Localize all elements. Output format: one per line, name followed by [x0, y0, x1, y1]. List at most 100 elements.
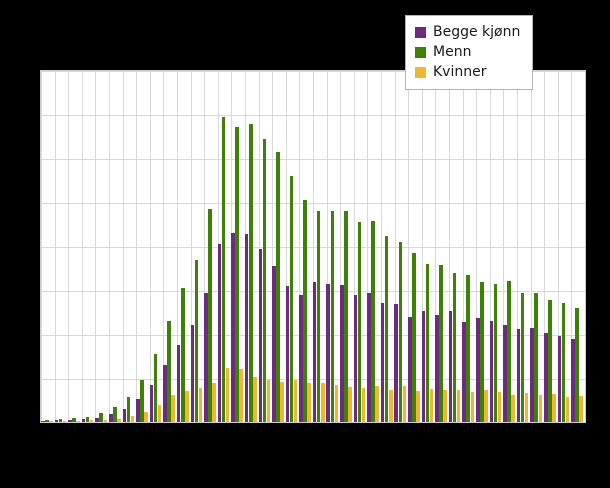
bar-both[interactable] [163, 364, 167, 422]
bar-both[interactable] [462, 321, 466, 422]
bar-women[interactable] [280, 381, 284, 422]
bar-both[interactable] [299, 294, 303, 422]
bar-men[interactable] [344, 211, 348, 422]
bar-women[interactable] [579, 395, 583, 422]
bar-both[interactable] [217, 244, 222, 422]
bar-women[interactable] [239, 369, 243, 422]
bar-men[interactable] [316, 211, 321, 422]
bar-men[interactable] [357, 222, 362, 422]
bar-both[interactable] [326, 283, 330, 422]
bar-men[interactable] [507, 280, 511, 422]
bar-men[interactable] [113, 407, 117, 422]
bar-women[interactable] [212, 383, 216, 422]
bar-women[interactable] [253, 377, 257, 422]
bar-both[interactable] [108, 414, 113, 422]
bar-men[interactable] [276, 152, 280, 422]
bar-women[interactable] [565, 396, 570, 422]
bar-both[interactable] [176, 345, 181, 422]
bar-women[interactable] [225, 368, 230, 422]
bar-men[interactable] [371, 221, 375, 422]
bar-men[interactable] [126, 396, 131, 422]
bar-both[interactable] [516, 329, 521, 422]
bar-men[interactable] [99, 413, 103, 422]
bar-both[interactable] [557, 336, 562, 422]
bar-both[interactable] [81, 419, 86, 422]
bar-men[interactable] [561, 302, 566, 422]
bar-women[interactable] [456, 390, 461, 422]
bar-women[interactable] [429, 389, 434, 422]
bar-men[interactable] [384, 235, 389, 422]
bar-both[interactable] [136, 399, 140, 422]
bar-women[interactable] [484, 390, 488, 422]
bar-women[interactable] [416, 391, 420, 422]
bar-both[interactable] [54, 420, 59, 422]
bar-women[interactable] [321, 383, 325, 422]
bar-both[interactable] [190, 325, 195, 422]
bar-men[interactable] [153, 354, 158, 422]
bar-women[interactable] [511, 394, 515, 422]
bar-women[interactable] [62, 421, 67, 422]
bar-men[interactable] [534, 292, 538, 422]
bar-both[interactable] [435, 314, 439, 422]
bar-women[interactable] [266, 380, 271, 422]
bar-both[interactable] [340, 285, 344, 422]
legend-item-begge-kjonn[interactable]: Begge kjønn [415, 22, 520, 42]
bar-women[interactable] [470, 392, 475, 422]
bar-both[interactable] [68, 419, 72, 422]
bar-men[interactable] [58, 418, 63, 422]
bar-men[interactable] [140, 380, 144, 422]
bar-both[interactable] [571, 338, 575, 422]
bar-women[interactable] [361, 387, 366, 422]
bar-women[interactable] [130, 416, 135, 422]
bar-both[interactable] [367, 292, 371, 422]
bar-both[interactable] [272, 266, 276, 422]
bar-both[interactable] [258, 248, 263, 422]
bar-men[interactable] [181, 288, 185, 422]
bar-men[interactable] [208, 209, 212, 422]
bar-women[interactable] [388, 390, 393, 422]
bar-men[interactable] [480, 281, 484, 422]
bar-both[interactable] [41, 420, 45, 422]
legend-item-kvinner[interactable]: Kvinner [415, 62, 520, 82]
bar-men[interactable] [45, 419, 49, 422]
bar-men[interactable] [398, 242, 403, 422]
bar-women[interactable] [76, 420, 80, 422]
bar-men[interactable] [194, 259, 199, 422]
bar-both[interactable] [476, 318, 480, 422]
bar-both[interactable] [394, 304, 398, 422]
bar-men[interactable] [289, 176, 294, 422]
bar-both[interactable] [204, 292, 208, 422]
bar-both[interactable] [530, 328, 534, 422]
bar-both[interactable] [543, 333, 548, 422]
bar-women[interactable] [402, 386, 407, 422]
bar-both[interactable] [95, 417, 99, 422]
bar-both[interactable] [503, 324, 507, 422]
bar-both[interactable] [149, 384, 154, 422]
bar-both[interactable] [408, 316, 412, 422]
bar-women[interactable] [334, 384, 339, 422]
bar-men[interactable] [72, 418, 76, 422]
bar-men[interactable] [493, 283, 498, 422]
bar-women[interactable] [552, 393, 556, 422]
bar-men[interactable] [575, 307, 579, 422]
bar-men[interactable] [85, 416, 90, 422]
bar-men[interactable] [439, 264, 443, 422]
bar-men[interactable] [235, 127, 239, 422]
bar-women[interactable] [185, 391, 189, 422]
bar-women[interactable] [117, 418, 121, 422]
bar-both[interactable] [489, 321, 494, 422]
bar-men[interactable] [221, 117, 226, 422]
bar-women[interactable] [307, 382, 311, 422]
bar-women[interactable] [348, 386, 352, 422]
bar-women[interactable] [49, 421, 53, 422]
bar-both[interactable] [353, 294, 358, 422]
bar-men[interactable] [452, 272, 457, 422]
bar-both[interactable] [285, 286, 290, 422]
bar-women[interactable] [375, 386, 379, 422]
bar-both[interactable] [244, 234, 249, 422]
bar-men[interactable] [425, 264, 430, 422]
bar-women[interactable] [497, 392, 502, 422]
legend-item-menn[interactable]: Menn [415, 42, 520, 62]
bar-women[interactable] [144, 412, 148, 422]
bar-women[interactable] [524, 393, 529, 422]
